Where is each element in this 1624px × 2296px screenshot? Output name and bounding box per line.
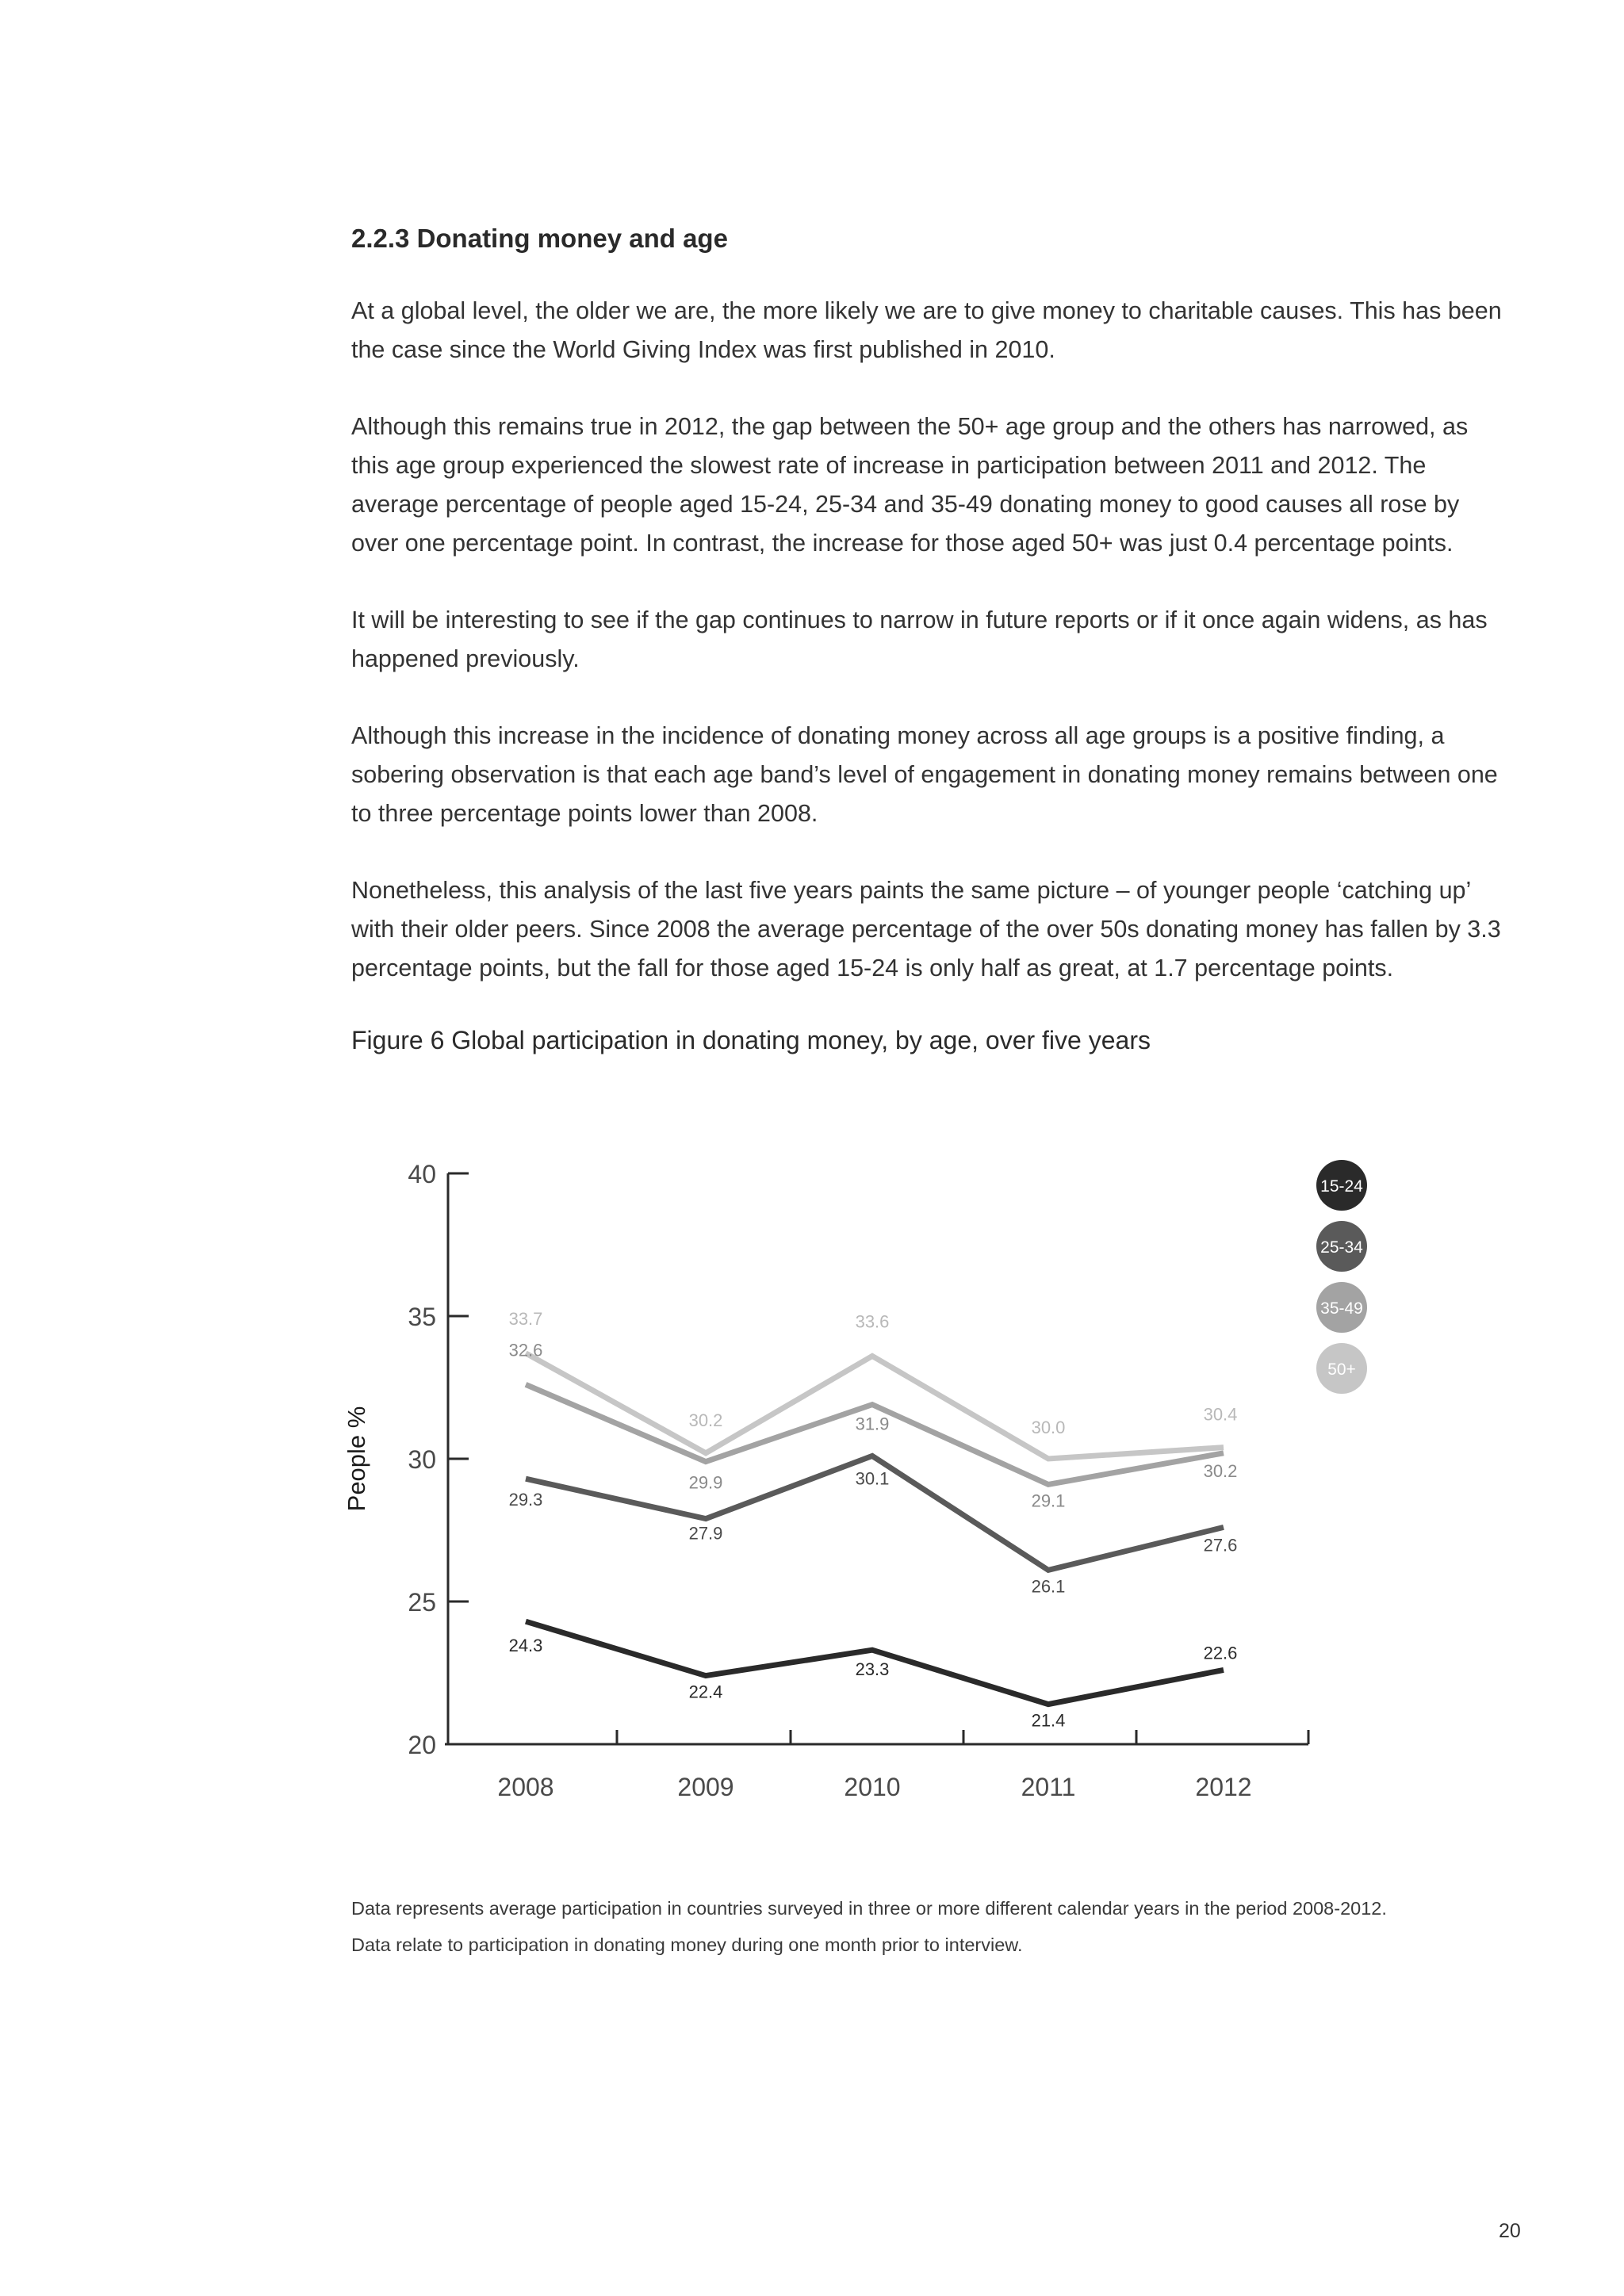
- note-line: Data represents average participation in…: [351, 1898, 1387, 1919]
- note-line: Data relate to participation in donating…: [351, 1934, 1023, 1955]
- data-label: 23.3: [856, 1659, 890, 1679]
- line-chart: 20 25 30 35 40 2008 2009 2010 2011 2012 People % 24…: [343, 1160, 1367, 1801]
- data-label: 31.9: [856, 1414, 890, 1434]
- data-label: 21.4: [1032, 1711, 1066, 1731]
- y-axis-title: People %: [343, 1406, 370, 1512]
- data-label: 30.0: [1032, 1418, 1066, 1437]
- data-label: 33.6: [856, 1311, 890, 1331]
- x-tick-label: 2011: [1021, 1773, 1076, 1801]
- series-line-50plus: [524, 1350, 1224, 1462]
- figure-title: Figure 6 Global participation in donatin…: [351, 1026, 1151, 1054]
- paragraph: At a global level, the older we are, the…: [351, 297, 1502, 363]
- legend-marker: [1316, 1221, 1367, 1272]
- legend-label: 50+: [1327, 1360, 1356, 1379]
- series-line-35-49: [524, 1382, 1224, 1488]
- paragraph: It will be interesting to see if the gap…: [351, 607, 1488, 672]
- paragraph: Although this increase in the incidence …: [351, 722, 1498, 827]
- data-label: 24.3: [509, 1636, 543, 1655]
- y-tick-label: 25: [408, 1588, 436, 1617]
- x-tick-label: 2010: [844, 1773, 900, 1801]
- x-tick-label: 2008: [497, 1773, 553, 1801]
- data-label: 27.6: [1204, 1535, 1238, 1555]
- legend-label: 25-34: [1320, 1238, 1363, 1257]
- paragraph: Although this remains true in 2012, the …: [351, 413, 1469, 557]
- data-label: 32.6: [509, 1340, 543, 1360]
- legend-label: 35-49: [1320, 1299, 1363, 1318]
- data-label: 33.7: [509, 1309, 543, 1329]
- data-label: 29.1: [1032, 1490, 1066, 1510]
- legend-label: 15-24: [1320, 1177, 1363, 1196]
- data-label: 30.4: [1204, 1405, 1238, 1425]
- y-tick-label: 20: [408, 1731, 436, 1759]
- data-label: 30.2: [1204, 1461, 1238, 1481]
- chart-notes: Data represents average participation in…: [351, 1890, 1509, 1963]
- data-label: 22.6: [1204, 1643, 1238, 1663]
- page-content: 2.2.3 Donating money and age At a global…: [351, 224, 1509, 1055]
- series-line-25-34: [525, 1452, 1224, 1574]
- paragraph: Nonetheless, this analysis of the last f…: [351, 877, 1501, 982]
- x-tick-label: 2009: [677, 1773, 733, 1801]
- data-label: 29.9: [689, 1473, 723, 1493]
- page-number: 20: [1499, 2220, 1521, 2242]
- y-tick-label: 30: [408, 1445, 436, 1474]
- section-heading: 2.2.3 Donating money and age: [351, 224, 728, 253]
- legend-marker: [1316, 1282, 1367, 1333]
- series-line-15-24: [524, 1618, 1224, 1708]
- data-label: 30.1: [856, 1468, 890, 1488]
- y-tick-label: 40: [408, 1160, 436, 1188]
- data-label: 22.4: [689, 1682, 723, 1702]
- y-tick-label: 35: [408, 1303, 436, 1331]
- x-tick-label: 2012: [1195, 1773, 1251, 1801]
- data-label: 27.9: [689, 1524, 723, 1544]
- legend-marker: [1316, 1343, 1367, 1394]
- legend-marker: [1316, 1160, 1367, 1211]
- data-label: 29.3: [509, 1490, 543, 1510]
- data-label: 30.2: [689, 1410, 723, 1430]
- data-label: 26.1: [1032, 1576, 1066, 1596]
